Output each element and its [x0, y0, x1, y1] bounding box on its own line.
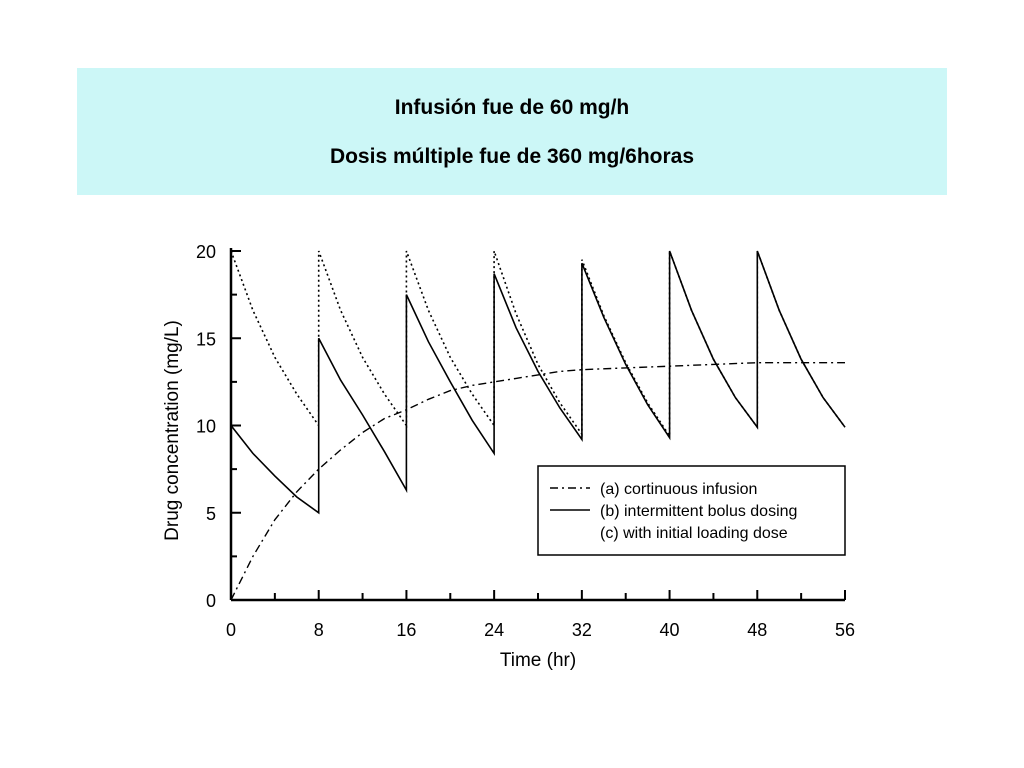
y-tick-label: 15 [196, 329, 216, 349]
legend-entry: (a) cortinuous infusion [600, 481, 757, 498]
y-tick-label: 5 [206, 504, 216, 524]
y-tick-label: 20 [196, 242, 216, 262]
x-tick-label: 56 [835, 620, 855, 640]
x-tick-label: 16 [396, 620, 416, 640]
series-line-c [230, 250, 846, 439]
x-tick-label: 0 [226, 620, 236, 640]
legend-entry: (c) with initial loading dose [600, 525, 788, 542]
x-axis-title: Time (hr) [500, 650, 576, 671]
series-line-a [230, 362, 845, 601]
title-banner: Infusión fue de 60 mg/h Dosis múltiple f… [77, 68, 947, 195]
x-tick-label: 48 [747, 620, 767, 640]
axes: 0 5 10 15 20 0 8 16 24 32 40 48 56 Time (hr) Drug conc… [162, 242, 855, 671]
title-line-2: Dosis múltiple fue de 360 mg/6horas [329, 145, 695, 168]
series-lines [230, 250, 846, 601]
x-tick-label: 32 [572, 620, 592, 640]
x-tick-label: 24 [484, 620, 504, 640]
y-tick-label: 10 [196, 417, 216, 437]
y-tick-label: 0 [206, 591, 216, 611]
legend: (a) cortinuous infusion (b) intermittent … [537, 465, 846, 556]
x-tick-label: 40 [660, 620, 680, 640]
title-line-1: Infusión fue de 60 mg/h [394, 96, 630, 119]
y-axis-title: Drug concentration (mg/L) [162, 320, 183, 541]
x-tick-label: 8 [314, 620, 324, 640]
legend-entry: (b) intermittent bolus dosing [600, 503, 797, 520]
